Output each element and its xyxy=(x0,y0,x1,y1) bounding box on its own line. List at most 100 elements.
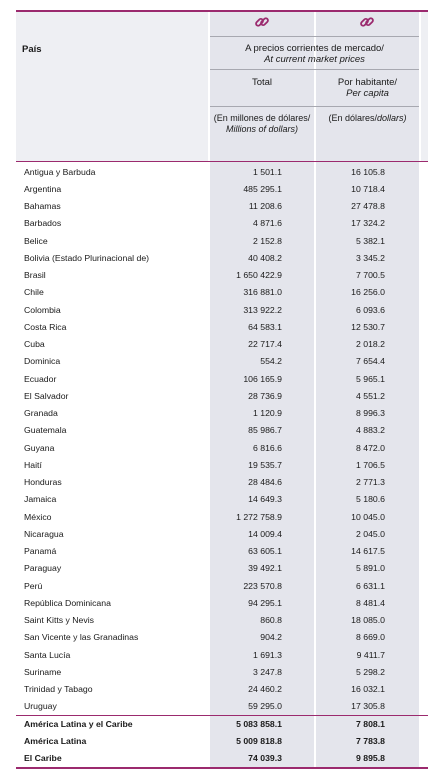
gdp-total-value: 2 152.8 xyxy=(253,235,282,246)
column-divider xyxy=(314,12,316,767)
column-divider xyxy=(208,12,210,767)
gdp-total-value: 1 120.9 xyxy=(253,408,282,418)
gdp-total-value: 1 501.1 xyxy=(253,166,282,177)
country-name: Brasil xyxy=(24,270,46,280)
table-row: República Dominicana 94 295.1 8 481.4 xyxy=(16,595,428,612)
table-row: San Vicente y las Granadinas 904.2 8 669.0 xyxy=(16,629,428,646)
table-row: Ecuador 106 165.9 5 965.1 xyxy=(16,371,428,388)
gdp-per-capita-value: 8 481.4 xyxy=(356,597,385,608)
table-row: Cuba 22 717.4 2 018.2 xyxy=(16,336,428,353)
gdp-per-capita-value: 5 382.1 xyxy=(356,235,385,246)
column-total-band xyxy=(210,12,314,767)
table-row: Bolivia (Estado Plurinacional de) 40 408.… xyxy=(16,250,428,267)
table-row: Antigua y Barbuda 1 501.1 16 105.8 xyxy=(16,164,428,181)
table-row: Barbados 4 871.6 17 324.2 xyxy=(16,215,428,232)
gdp-total-value: 313 922.2 xyxy=(243,304,282,315)
country-name: América Latina y el Caribe xyxy=(24,718,133,729)
table-row: El Salvador 28 736.9 4 551.2 xyxy=(16,388,428,405)
gdp-total-value: 14 649.3 xyxy=(248,494,282,505)
header-separator xyxy=(210,36,419,37)
gdp-total-value: 6 816.6 xyxy=(253,442,282,453)
header-separator xyxy=(210,106,419,107)
total-unit-es: (En millones de dólares/ xyxy=(213,113,311,123)
total-row: América Latina 5 009 818.8 7 783.8 xyxy=(16,733,428,750)
country-name: El Salvador xyxy=(24,390,69,401)
country-name: Perú xyxy=(24,580,43,591)
table-bottom-rule xyxy=(16,767,428,769)
gdp-total-value: 28 736.9 xyxy=(248,390,282,401)
gdp-per-capita-value: 7 700.5 xyxy=(356,270,385,280)
table-row: Guyana 6 816.6 8 472.0 xyxy=(16,440,428,457)
gdp-per-capita-value: 8 996.3 xyxy=(356,408,385,418)
table-row: Honduras 28 484.6 2 771.3 xyxy=(16,474,428,491)
country-name: El Caribe xyxy=(24,753,62,763)
country-column-header: País xyxy=(22,44,42,55)
table-row: Colombia 313 922.2 6 093.6 xyxy=(16,302,428,319)
table-row: Chile 316 881.0 16 256.0 xyxy=(16,284,428,301)
gdp-per-capita-value: 16 105.8 xyxy=(351,166,385,177)
table-row: Uruguay 59 295.0 17 305.8 xyxy=(16,698,428,715)
gdp-per-capita-value: 12 530.7 xyxy=(351,321,385,332)
gdp-total-value: 24 460.2 xyxy=(248,684,282,694)
gdp-per-capita-value: 7 783.8 xyxy=(356,735,385,746)
table-row: Nicaragua 14 009.4 2 045.0 xyxy=(16,526,428,543)
country-name: Belice xyxy=(24,235,48,246)
gdp-total-value: 860.8 xyxy=(260,615,282,625)
country-name: América Latina xyxy=(24,735,87,746)
gdp-per-capita-value: 18 085.0 xyxy=(351,615,385,625)
country-name: Jamaica xyxy=(24,494,57,505)
table-row: Argentina 485 295.1 10 718.4 xyxy=(16,181,428,198)
gdp-total-value: 22 717.4 xyxy=(248,339,282,349)
gdp-total-value: 316 881.0 xyxy=(243,287,282,298)
gdp-total-value: 19 535.7 xyxy=(248,459,282,470)
gdp-total-value: 85 986.7 xyxy=(248,425,282,436)
gdp-total-value: 485 295.1 xyxy=(243,183,282,194)
header-separator xyxy=(210,69,419,70)
gdp-per-capita-value: 27 478.8 xyxy=(351,201,385,211)
gdp-per-capita-value: 7 654.4 xyxy=(356,356,385,367)
country-name: Trinidad y Tabago xyxy=(24,684,93,694)
gdp-total-value: 74 039.3 xyxy=(248,753,282,763)
table-row: Trinidad y Tabago 24 460.2 16 032.1 xyxy=(16,681,428,698)
gdp-per-capita-value: 3 345.2 xyxy=(356,252,385,263)
country-name: Barbados xyxy=(24,218,62,229)
gdp-per-capita-value: 16 256.0 xyxy=(351,287,385,298)
gdp-per-capita-value: 4 551.2 xyxy=(356,390,385,401)
country-name: Chile xyxy=(24,287,44,298)
group-title-en: At current market prices xyxy=(264,54,365,65)
table-row: Belice 2 152.8 5 382.1 xyxy=(16,233,428,250)
gdp-per-capita-value: 4 883.2 xyxy=(356,425,385,436)
gdp-total-value: 1 272 758.9 xyxy=(236,511,282,522)
country-name: Bolivia (Estado Plurinacional de) xyxy=(24,252,150,263)
gdp-total-value: 64 583.1 xyxy=(248,321,282,332)
gdp-per-capita-value: 8 669.0 xyxy=(356,632,385,643)
link-icon[interactable] xyxy=(359,14,375,30)
table-row: Perú 223 570.8 6 631.1 xyxy=(16,578,428,595)
country-name: Costa Rica xyxy=(24,321,67,332)
country-name: Santa Lucía xyxy=(24,649,71,660)
table-row: Brasil 1 650 422.9 7 700.5 xyxy=(16,267,428,284)
gdp-per-capita-value: 5 298.2 xyxy=(356,666,385,677)
country-name: Cuba xyxy=(24,339,45,349)
gdp-per-capita-value: 10 718.4 xyxy=(351,183,385,194)
gdp-total-value: 40 408.2 xyxy=(248,252,282,263)
table-row: Granada 1 120.9 8 996.3 xyxy=(16,405,428,422)
country-name: San Vicente y las Granadinas xyxy=(24,632,139,643)
country-name: Dominica xyxy=(24,356,61,367)
link-icon[interactable] xyxy=(254,14,270,30)
table-row: Haití 19 535.7 1 706.5 xyxy=(16,457,428,474)
table-row: México 1 272 758.9 10 045.0 xyxy=(16,509,428,526)
country-name: Uruguay xyxy=(24,701,57,712)
total-column-header: Total xyxy=(251,77,273,88)
gdp-per-capita-value: 1 706.5 xyxy=(356,459,385,470)
gdp-total-value: 11 208.6 xyxy=(248,201,282,211)
gdp-per-capita-value: 6 631.1 xyxy=(356,580,385,591)
gdp-per-capita-value: 2 045.0 xyxy=(356,528,385,539)
gdp-per-capita-value: 10 045.0 xyxy=(351,511,385,522)
per-capita-unit-en: dollars) xyxy=(377,113,407,123)
table-row: Guatemala 85 986.7 4 883.2 xyxy=(16,422,428,439)
table-row: Santa Lucía 1 691.3 9 411.7 xyxy=(16,647,428,664)
gdp-total-value: 1 650 422.9 xyxy=(236,270,282,280)
total-unit-en: Millions of dollars) xyxy=(225,124,299,134)
